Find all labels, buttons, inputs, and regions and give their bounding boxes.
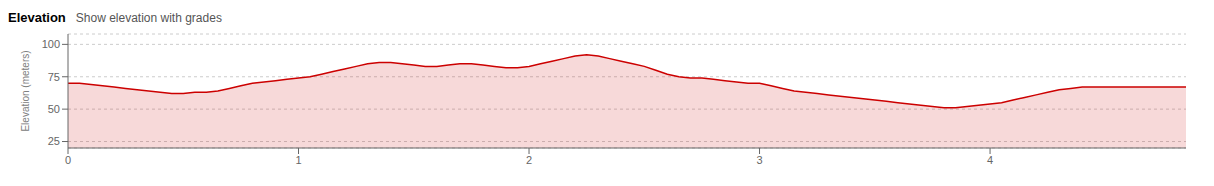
svg-text:3: 3 xyxy=(756,154,762,166)
svg-text:Elevation (meters): Elevation (meters) xyxy=(20,50,31,131)
svg-text:25: 25 xyxy=(48,135,60,147)
html-text:Elevation: Elevation xyxy=(8,10,66,25)
svg-text:2: 2 xyxy=(526,154,532,166)
svg-text:0: 0 xyxy=(65,154,71,166)
svg-text:75: 75 xyxy=(48,71,60,83)
svg-text:50: 50 xyxy=(48,103,60,115)
svg-text:4: 4 xyxy=(987,154,993,166)
svg-text:1: 1 xyxy=(295,154,301,166)
html-text:Show elevation with grades: Show elevation with grades xyxy=(75,11,222,25)
svg-text:100: 100 xyxy=(42,38,60,50)
